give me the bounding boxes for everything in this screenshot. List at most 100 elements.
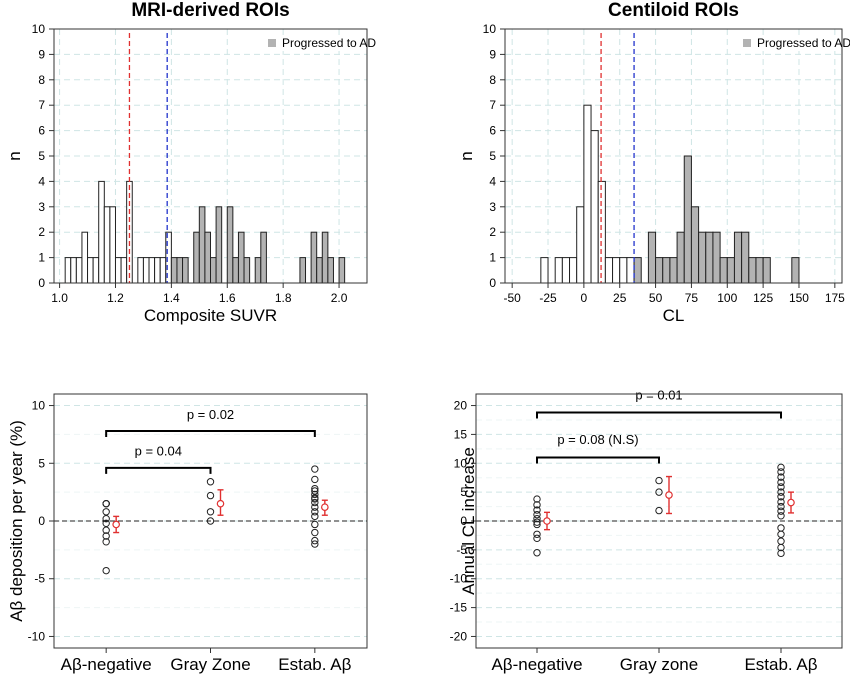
- histogram-bar: [597, 180, 606, 284]
- data-point: [777, 483, 785, 491]
- histogram-bar: [92, 257, 100, 284]
- y-tick-label: 9: [38, 47, 45, 61]
- histogram-bar: [791, 257, 800, 284]
- histogram-bar: [590, 130, 599, 284]
- histogram-panel-0: 0 1 2 3 4 5 6 7 8 9 10 1.0 1.2 1.4 1.6 1.8 2.0 MRI-derive…: [5, 0, 376, 325]
- histogram-bar: [626, 257, 635, 284]
- histogram-bar: [554, 257, 563, 284]
- y-tick-label: 8: [489, 73, 496, 87]
- x-tick-label: 1.4: [163, 291, 180, 305]
- histogram-bar: [316, 257, 323, 284]
- histogram-bar: [148, 257, 156, 284]
- histogram-bar: [310, 231, 318, 284]
- histogram-bar: [210, 257, 217, 284]
- data-point: [311, 540, 319, 548]
- y-tick-label: 1: [38, 251, 45, 265]
- x-axis-label: CL: [663, 306, 685, 325]
- data-point: [533, 520, 541, 529]
- x-category-label: Gray zone: [620, 655, 698, 674]
- data-point: [777, 488, 785, 496]
- y-tick-label: 10: [32, 399, 46, 413]
- histogram-bar: [662, 257, 671, 284]
- y-tick-label: 0: [460, 514, 467, 528]
- data-point: [777, 473, 785, 481]
- x-tick-label: 2.0: [331, 291, 348, 305]
- y-tick-label: 15: [454, 427, 468, 441]
- x-tick-label: 100: [717, 291, 737, 305]
- y-tick-label: 7: [489, 98, 496, 112]
- x-tick-label: 125: [753, 291, 773, 305]
- histogram-bar: [719, 257, 728, 284]
- histogram-bar: [109, 206, 116, 284]
- histogram-bar: [142, 257, 150, 284]
- histogram-bar: [755, 257, 764, 284]
- histogram-bar: [619, 257, 628, 284]
- significance-bracket: [536, 411, 782, 419]
- scatter-panel-3: p = 0.08 (N.S) p = 0.01 -20 -15 -10 -5 0 5 10 15 2…: [450, 388, 843, 674]
- mean-marker: [665, 491, 673, 499]
- histogram-bar: [569, 257, 578, 284]
- significance-bracket: [105, 429, 316, 437]
- data-point: [777, 537, 785, 545]
- histogram-bar: [215, 206, 223, 284]
- x-category-label: Estab. Aβ: [278, 655, 351, 674]
- data-point: [777, 530, 785, 538]
- data-point: [311, 484, 319, 493]
- histogram-bar: [726, 257, 735, 284]
- x-category-label: Aβ-negative: [491, 655, 582, 674]
- y-tick-label: -5: [34, 572, 45, 586]
- histogram-bar: [159, 257, 167, 284]
- y-tick-label: 4: [38, 174, 45, 188]
- x-tick-label: -50: [503, 291, 521, 305]
- data-point: [102, 519, 110, 528]
- data-point: [102, 514, 110, 523]
- histogram-bar: [676, 231, 685, 284]
- histogram-bar: [698, 231, 707, 284]
- legend-background: [742, 35, 838, 51]
- data-point: [655, 488, 663, 496]
- data-point: [102, 526, 110, 534]
- histogram-bar: [748, 257, 757, 284]
- histogram-bar: [712, 231, 721, 284]
- histogram-bar: [762, 257, 771, 284]
- p-value-label: p = 0.01: [635, 388, 682, 403]
- y-tick-label: 8: [38, 73, 45, 87]
- histogram-bar: [655, 257, 664, 284]
- y-tick-label: 6: [38, 124, 45, 138]
- histogram-bar: [198, 206, 206, 284]
- y-axis-label: Annual CL increase: [459, 447, 478, 595]
- histogram-bar: [733, 231, 743, 284]
- histogram-bar: [98, 180, 105, 284]
- y-tick-label: 10: [454, 456, 468, 470]
- data-point: [655, 506, 663, 515]
- histogram-bar: [683, 155, 692, 284]
- significance-bracket: [536, 456, 660, 464]
- histogram-bar: [583, 104, 592, 284]
- histogram-bar: [327, 257, 334, 284]
- data-point: [777, 543, 785, 552]
- significance-bracket: [105, 466, 212, 474]
- histogram-bar: [114, 257, 122, 284]
- x-tick-label: 50: [649, 291, 663, 305]
- y-tick-label: 2: [489, 225, 496, 239]
- x-tick-label: 1.2: [107, 291, 124, 305]
- data-point: [533, 495, 541, 503]
- data-point: [311, 475, 319, 484]
- histogram-bar: [633, 257, 642, 284]
- data-point: [777, 498, 785, 506]
- data-point: [777, 468, 785, 476]
- mean-marker: [112, 520, 120, 529]
- data-point: [102, 538, 110, 546]
- histogram-bar: [612, 257, 621, 284]
- y-tick-label: -20: [450, 629, 468, 643]
- y-tick-label: 0: [38, 276, 45, 290]
- x-tick-label: 175: [825, 291, 845, 305]
- y-tick-label: 2: [38, 225, 45, 239]
- histogram-bar: [120, 257, 128, 284]
- histogram-bar: [604, 257, 614, 284]
- y-tick-label: 10: [32, 22, 46, 36]
- histogram-bar: [237, 231, 245, 284]
- histogram-bar: [561, 257, 571, 284]
- x-axis-label: Composite SUVR: [144, 306, 277, 325]
- y-tick-label: 5: [460, 485, 467, 499]
